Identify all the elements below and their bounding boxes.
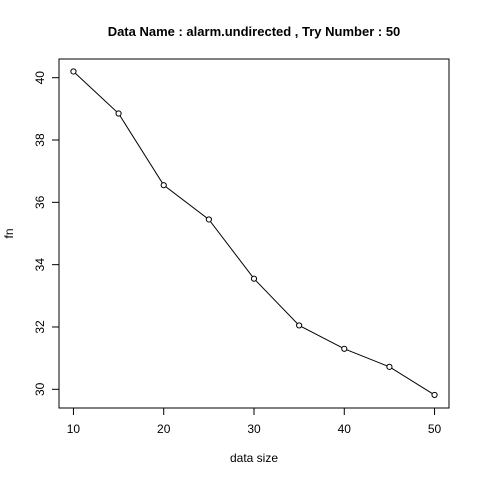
data-point — [386, 363, 393, 370]
series-line — [73, 71, 435, 396]
x-tick-label: 30 — [247, 422, 261, 436]
x-tick-label: 20 — [157, 422, 171, 436]
data-point — [431, 391, 438, 399]
data-point — [341, 345, 348, 352]
data-point — [115, 110, 122, 117]
chart-title: Data Name : alarm.undirected , Try Numbe… — [108, 24, 401, 39]
y-tick-label: 30 — [33, 382, 47, 396]
data-points — [70, 68, 438, 399]
data-point — [250, 275, 258, 282]
data-point — [160, 182, 167, 189]
y-axis: 30 32 34 36 38 40 — [33, 71, 60, 396]
data-point — [296, 322, 303, 329]
y-tick-label: 38 — [33, 133, 47, 147]
x-tick-label: 40 — [338, 422, 352, 436]
y-axis-label: fn — [2, 228, 16, 238]
data-point — [205, 216, 212, 223]
y-tick-label: 34 — [33, 258, 47, 272]
x-tick-label: 50 — [428, 422, 442, 436]
x-tick-label: 10 — [67, 422, 81, 436]
y-tick-label: 32 — [33, 320, 47, 334]
x-axis: 10 20 30 40 50 — [67, 407, 442, 436]
y-tick-label: 40 — [33, 71, 47, 85]
x-axis-label: data size — [230, 451, 278, 465]
data-point — [70, 68, 77, 75]
y-tick-label: 36 — [33, 195, 47, 209]
